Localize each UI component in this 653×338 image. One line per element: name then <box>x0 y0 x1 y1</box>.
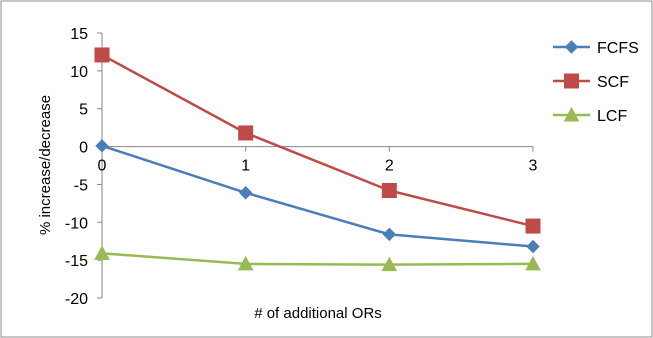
legend-label-scf: SCF <box>597 74 629 91</box>
x-tick-label: 2 <box>385 158 394 175</box>
data-point-fcfs <box>238 186 253 200</box>
x-tick-label: 3 <box>529 158 538 175</box>
series-layer <box>94 47 541 272</box>
data-point-scf <box>238 125 254 141</box>
data-point-lcf <box>525 255 541 271</box>
legend: FCFS SCF LCF <box>553 40 639 125</box>
legend-marker-scf <box>564 73 579 89</box>
y-tick-label: -20 <box>65 291 88 308</box>
data-point-fcfs <box>526 239 540 254</box>
data-point-scf <box>94 47 110 63</box>
x-tick-label: 1 <box>241 158 250 175</box>
y-tick-label: 10 <box>70 64 88 81</box>
y-tick-label: -5 <box>74 177 88 194</box>
data-point-lcf <box>237 255 254 271</box>
data-point-lcf <box>94 245 110 260</box>
legend-marker-fcfs <box>564 40 579 54</box>
y-tick-label: 5 <box>79 102 88 119</box>
data-point-scf <box>525 218 541 234</box>
series-line-lcf <box>101 252 534 266</box>
y-tick-label: -10 <box>65 215 88 232</box>
data-point-fcfs <box>382 227 397 242</box>
series-line-scf <box>101 53 534 228</box>
legend-label-lcf: LCF <box>597 108 627 125</box>
data-point-scf <box>381 182 397 198</box>
y-tick-label: 0 <box>79 140 88 157</box>
legend-marker-lcf <box>563 106 580 122</box>
y-axis-title: % increase/decrease <box>37 95 54 235</box>
y-tick-label: -15 <box>65 253 88 270</box>
y-tick-label: 15 <box>70 26 88 43</box>
x-axis-title: # of additional ORs <box>254 305 382 322</box>
x-tick-label: 0 <box>98 158 107 175</box>
legend-label-fcfs: FCFS <box>597 40 639 57</box>
data-point-lcf <box>381 256 398 272</box>
series-line-fcfs <box>101 144 534 248</box>
data-point-fcfs <box>95 139 109 153</box>
